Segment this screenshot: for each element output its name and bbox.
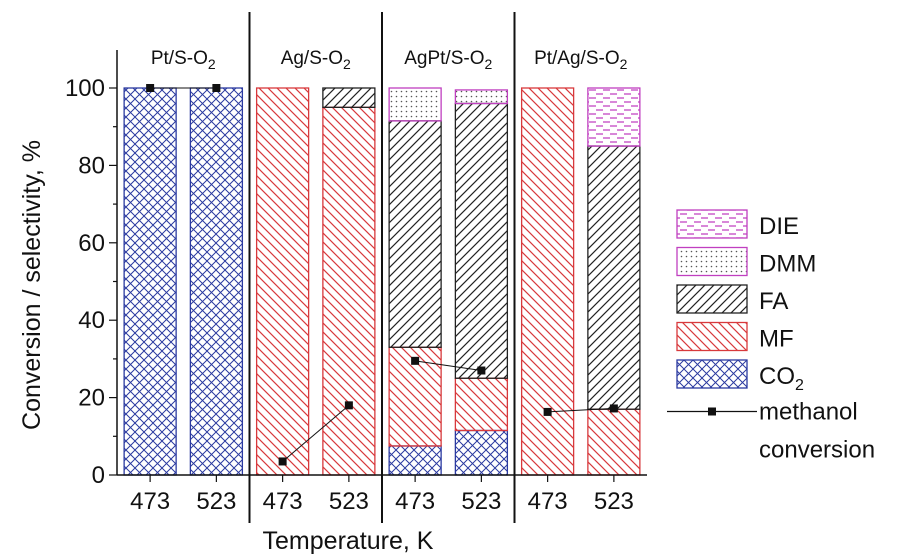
- bar-co-0: [123, 87, 177, 476]
- bar-dmm-5: [454, 89, 509, 105]
- legend-swatch-dmm: [676, 246, 748, 277]
- legend-label-co: CO2: [759, 363, 804, 394]
- legend-label-methanol-conversion-0: methanol: [759, 399, 858, 426]
- x-tick-label-5: 523: [461, 488, 501, 515]
- bar-mf-5: [454, 377, 509, 432]
- group-label-3: Pt/Ag/S-O2: [534, 48, 628, 72]
- bar-mf-3: [322, 106, 376, 476]
- methanol-point-6: [543, 407, 552, 416]
- bar-fa-3: [322, 87, 376, 109]
- methanol-line-segment-1: [282, 404, 350, 462]
- y-tick-label-0: 0: [92, 462, 105, 489]
- methanol-line-segment-2: [415, 360, 482, 372]
- group-labels: Pt/S-O2 Ag/S-O2 AgPt/S-O2 Pt/Ag/S-O2: [151, 48, 628, 72]
- bar-mf-7: [587, 408, 641, 476]
- legend: DIE DMM FA MF CO2 methanol conversion: [667, 209, 875, 464]
- methanol-point-0: [146, 84, 155, 92]
- legend-label-mf: MF: [759, 326, 794, 353]
- methanol-point-3: [344, 401, 353, 410]
- bar-die-7: [587, 87, 641, 147]
- group-label-1: Ag/S-O2: [281, 48, 351, 72]
- methanol-conversion-line: [146, 84, 618, 466]
- legend-label-methanol-conversion-1: conversion: [759, 437, 875, 464]
- methanol-line-segment-3: [547, 407, 614, 413]
- plot-area: 0 20 40 60 80 100 473 523 473 523 473 523 473 523 Pt/…: [65, 12, 647, 523]
- x-tick-label-6: 473: [528, 488, 568, 515]
- legend-swatch-mf: [676, 321, 748, 352]
- y-tick-label-60: 60: [78, 230, 105, 257]
- x-tick-label-3: 523: [329, 488, 369, 515]
- group-dividers: [248, 12, 516, 523]
- x-axis-title: Temperature, K: [263, 527, 434, 555]
- x-tick-label-2: 473: [263, 488, 303, 515]
- methanol-point-1: [212, 84, 221, 92]
- y-tick-label-20: 20: [78, 385, 105, 412]
- legend-label-fa: FA: [759, 288, 788, 315]
- methanol-point-7: [609, 404, 618, 413]
- bar-fa-7: [587, 145, 641, 410]
- bar-fa-4: [388, 120, 442, 348]
- methanol-point-4: [411, 356, 420, 365]
- bar-mf-6: [520, 87, 575, 476]
- axes: 0 20 40 60 80 100 473 523 473 523 473 523 473 523: [65, 50, 647, 515]
- methanol-point-2: [278, 457, 287, 466]
- y-tick-label-80: 80: [78, 152, 105, 179]
- legend-label-die: DIE: [759, 213, 799, 240]
- bar-co-5: [454, 429, 509, 476]
- x-tick-label-1: 523: [196, 488, 236, 515]
- x-tick-label-4: 473: [395, 488, 435, 515]
- bar-fa-5: [454, 102, 509, 379]
- legend-label-dmm: DMM: [759, 251, 816, 278]
- x-tick-label-7: 523: [594, 488, 634, 515]
- bars-layer: [123, 87, 641, 476]
- legend-marker-methanol-conversion: [708, 407, 716, 416]
- legend-swatch-fa: [676, 284, 748, 314]
- legend-swatch-die: [676, 209, 748, 239]
- y-tick-label-40: 40: [78, 307, 105, 334]
- bar-co-1: [189, 87, 244, 476]
- group-label-2: AgPt/S-O2: [404, 48, 492, 72]
- methanol-point-5: [477, 366, 486, 375]
- y-tick-label-100: 100: [65, 75, 105, 102]
- bar-co-4: [388, 445, 442, 476]
- bar-mf-2: [255, 87, 310, 476]
- group-label-0: Pt/S-O2: [151, 48, 216, 72]
- x-tick-label-0: 473: [130, 488, 170, 515]
- y-axis-title: Conversion / selectivity, %: [18, 140, 46, 430]
- bar-dmm-4: [388, 87, 442, 122]
- legend-swatch-co: [676, 359, 748, 389]
